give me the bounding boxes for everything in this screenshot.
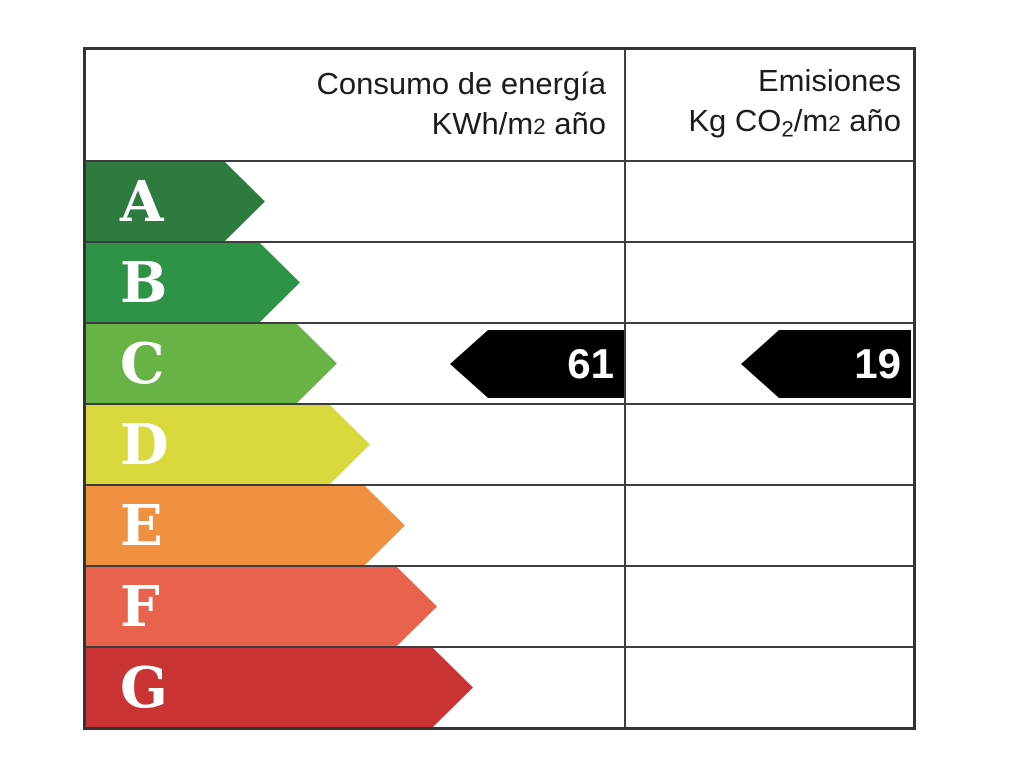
rating-row-g: G [86,648,913,727]
rating-row-c-consumption-cell: C 61 [86,324,626,403]
rating-band-arrow-e: E [86,486,405,565]
rating-rows: A B C 61 [86,162,913,727]
rating-row-c-emissions-cell: 19 [626,324,913,403]
emissions-indicator-arrow: 19 [741,330,911,398]
consumption-title: Consumo de energía [316,65,606,101]
rating-row-b-emissions-cell [626,243,913,322]
rating-band-arrow-d: D [86,405,370,484]
consumption-unit: KWh/m2 año [431,105,606,141]
header-consumption-column: Consumo de energía KWh/m2 año [86,50,626,160]
emissions-title: Emisiones [758,62,901,98]
rating-row-a-consumption-cell: A [86,162,626,241]
rating-letter-g: G [120,654,168,721]
rating-band-arrow-f: F [86,567,437,646]
rating-row-e-consumption-cell: E [86,486,626,565]
rating-row-e: E [86,486,913,567]
table-header: Consumo de energía KWh/m2 año Emisiones … [86,50,913,162]
rating-row-c: C 61 19 [86,324,913,405]
rating-letter-d: D [120,411,169,478]
rating-letter-c: C [120,330,165,397]
rating-row-f: F [86,567,913,648]
rating-band-arrow-b: B [86,243,300,322]
rating-row-d-emissions-cell [626,405,913,484]
rating-letter-b: B [120,249,168,316]
rating-row-f-consumption-cell: F [86,567,626,646]
rating-row-g-consumption-cell: G [86,648,626,727]
rating-row-f-emissions-cell [626,567,913,646]
rating-band-arrow-g: G [86,648,473,727]
energy-certificate-table: Consumo de energía KWh/m2 año Emisiones … [83,47,916,730]
rating-band-arrow-c: C [86,324,337,403]
rating-row-d: D [86,405,913,486]
rating-row-a-emissions-cell [626,162,913,241]
emissions-value: 19 [854,340,901,387]
rating-row-a: A [86,162,913,243]
rating-letter-f: F [120,573,160,640]
consumption-indicator-arrow: 61 [450,330,624,398]
rating-row-d-consumption-cell: D [86,405,626,484]
rating-row-b-consumption-cell: B [86,243,626,322]
rating-band-arrow-a: A [86,162,265,241]
emissions-unit: Kg CO2/m2 año [688,102,901,142]
rating-row-e-emissions-cell [626,486,913,565]
rating-row-g-emissions-cell [626,648,913,727]
rating-letter-e: E [120,492,163,559]
rating-row-b: B [86,243,913,324]
header-emissions-column: Emisiones Kg CO2/m2 año [626,50,913,160]
rating-letter-a: A [120,168,164,235]
consumption-value: 61 [567,340,614,387]
